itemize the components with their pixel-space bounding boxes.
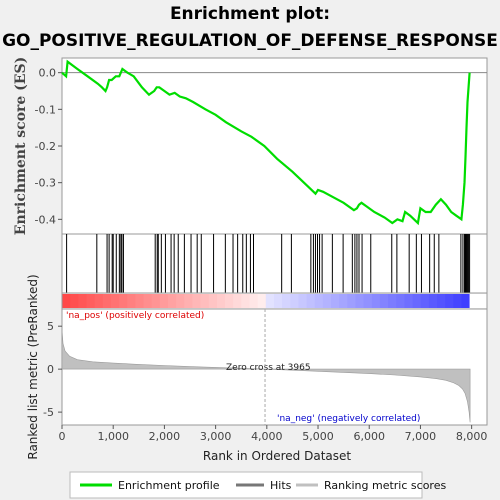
- band-segment: [192, 294, 202, 308]
- enrichment-profile: [61, 59, 471, 226]
- band-segment: [298, 294, 308, 308]
- band-segment: [62, 294, 71, 308]
- na-pos-label: 'na_pos' (positively correlated): [66, 311, 204, 321]
- x-tick-label: 3,000: [200, 430, 232, 443]
- band-segment: [102, 294, 112, 308]
- band-segment: [371, 294, 381, 308]
- legend-ranking-label: Ranking metric scores: [324, 479, 446, 492]
- x-tick-label: 1,000: [97, 430, 129, 443]
- band-segment: [216, 294, 226, 308]
- band-segment: [159, 294, 169, 308]
- x-axis-label: Rank in Ordered Dataset: [203, 449, 351, 463]
- band-segment: [290, 294, 299, 308]
- band-segment: [412, 294, 422, 308]
- band-segment: [428, 294, 438, 308]
- band-segment: [78, 294, 87, 308]
- x-tick-label: 6,000: [353, 430, 385, 443]
- band-segment: [445, 294, 454, 308]
- band-segment: [70, 294, 79, 308]
- x-tick-label: 0: [59, 430, 66, 443]
- es-tick-label: -0.4: [35, 213, 56, 226]
- band-segment: [355, 294, 365, 308]
- band-segment: [396, 294, 405, 308]
- rank-color-band: [62, 294, 487, 308]
- band-segment: [151, 294, 161, 308]
- band-segment: [265, 294, 275, 308]
- metric-tick-label: 5: [47, 320, 54, 333]
- band-segment: [420, 294, 430, 308]
- band-segment: [453, 294, 462, 308]
- band-segment: [143, 294, 153, 308]
- band-segment: [379, 294, 389, 308]
- band-segment: [363, 294, 373, 308]
- band-segment: [249, 294, 259, 308]
- band-segment: [208, 294, 218, 308]
- hits-panel: [61, 233, 488, 294]
- x-tick-label: 8,000: [456, 430, 488, 443]
- title-line-2: GO_POSITIVE_REGULATION_OF_DEFENSE_RESPON…: [2, 31, 498, 51]
- es-tick-label: -0.2: [35, 140, 56, 153]
- band-segment: [404, 294, 414, 308]
- x-tick-label: 4,000: [251, 430, 283, 443]
- na-neg-label: 'na_neg' (negatively correlated): [277, 414, 420, 424]
- band-segment: [306, 294, 316, 308]
- es-axis: 0.0 -0.1 -0.2 -0.3 -0.4: [35, 67, 487, 226]
- band-segment: [257, 294, 267, 308]
- es-axis-label: Enrichment score (ES): [13, 57, 29, 235]
- band-segment: [273, 294, 283, 308]
- band-segment: [322, 294, 332, 308]
- band-segment: [176, 294, 185, 308]
- legend-enrichment-label: Enrichment profile: [118, 479, 220, 492]
- title-line-1: Enrichment plot:: [170, 4, 330, 24]
- x-tick-label: 2,000: [149, 430, 181, 443]
- band-segment: [233, 294, 242, 308]
- band-segment: [436, 294, 446, 308]
- metric-axis: 5 0 -5: [43, 320, 62, 419]
- band-segment: [110, 294, 120, 308]
- band-segment: [135, 294, 145, 308]
- band-segment: [167, 294, 177, 308]
- band-tail: [469, 294, 487, 308]
- x-axis: 0 1,000 2,000 3,000 4,000 5,000 6,000 7,000 8,00…: [59, 425, 488, 443]
- band-segment: [388, 294, 397, 308]
- legend-hits-label: Hits: [270, 479, 292, 492]
- band-segment: [241, 294, 250, 308]
- es-tick-label: 0.0: [39, 67, 57, 80]
- es-tick-label: -0.3: [35, 177, 56, 190]
- band-segment: [314, 294, 324, 308]
- band-segment: [184, 294, 193, 308]
- band-segment: [86, 294, 96, 308]
- ranking-area: [61, 329, 471, 423]
- band-segment: [94, 294, 104, 308]
- x-tick-label: 5,000: [302, 430, 334, 443]
- metric-axis-label: Ranked list metric (PreRanked): [26, 274, 40, 459]
- band-segment: [200, 294, 210, 308]
- x-tick-label: 7,000: [405, 430, 437, 443]
- hits-marks: [66, 234, 471, 293]
- metric-tick-label: -5: [43, 406, 54, 419]
- band-segment: [347, 294, 356, 308]
- metric-tick-label: 0: [47, 363, 54, 376]
- band-segment: [461, 294, 471, 308]
- band-segment: [127, 294, 136, 308]
- band-segment: [331, 294, 340, 308]
- band-segment: [119, 294, 128, 308]
- es-tick-label: -0.1: [35, 103, 56, 116]
- ranking-metric-area: [61, 329, 471, 423]
- band-segment: [282, 294, 291, 308]
- zero-cross-label: Zero cross at 3965: [226, 363, 311, 373]
- band-segment: [339, 294, 348, 308]
- enrichment-line: [61, 59, 471, 226]
- band-segment: [225, 294, 234, 308]
- es-panel: [61, 57, 488, 235]
